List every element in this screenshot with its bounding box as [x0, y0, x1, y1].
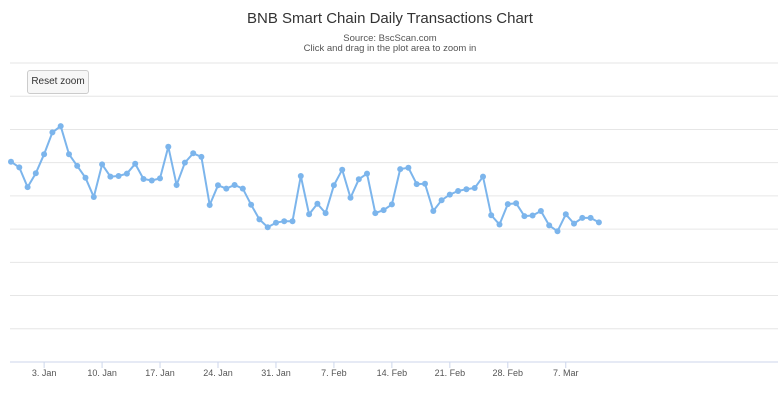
data-point[interactable] — [546, 222, 553, 229]
data-point[interactable] — [488, 212, 495, 219]
data-point[interactable] — [330, 182, 337, 189]
grid-lines — [10, 62, 778, 363]
data-point[interactable] — [422, 180, 428, 187]
data-point[interactable] — [8, 158, 14, 165]
data-point[interactable] — [264, 224, 271, 231]
data-point[interactable] — [32, 170, 39, 177]
data-point[interactable] — [306, 211, 313, 218]
data-point[interactable] — [49, 129, 56, 136]
data-point[interactable] — [579, 214, 586, 221]
data-point[interactable] — [115, 173, 122, 179]
data-point[interactable] — [554, 228, 561, 235]
data-point[interactable] — [24, 184, 31, 191]
data-point[interactable] — [339, 166, 346, 173]
data-point[interactable] — [314, 200, 321, 207]
x-tick-label: 31. Jan — [261, 368, 291, 378]
data-point[interactable] — [90, 194, 97, 200]
x-tick-label: 7. Feb — [321, 368, 347, 378]
data-point[interactable] — [281, 218, 288, 225]
x-tick-label: 24. Jan — [203, 368, 233, 378]
x-tick-label: 28. Feb — [493, 368, 524, 378]
data-point[interactable] — [430, 208, 437, 214]
data-point[interactable] — [74, 162, 81, 169]
data-point[interactable] — [297, 173, 304, 179]
data-point[interactable] — [215, 182, 221, 189]
data-point[interactable] — [413, 181, 420, 188]
data-point[interactable] — [496, 221, 503, 228]
data-point[interactable] — [455, 188, 462, 194]
data-point[interactable] — [471, 185, 478, 191]
data-point[interactable] — [438, 197, 445, 204]
data-point[interactable] — [41, 151, 48, 158]
data-point[interactable] — [397, 166, 404, 173]
x-tick-label: 14. Feb — [377, 368, 408, 378]
data-point[interactable] — [562, 211, 569, 218]
data-point[interactable] — [140, 176, 147, 182]
x-tick-label: 3. Jan — [32, 368, 57, 378]
chart-subtitle-hint: Click and drag in the plot area to zoom … — [303, 43, 477, 54]
data-point[interactable] — [571, 220, 577, 227]
data-point[interactable] — [355, 176, 362, 183]
data-point[interactable] — [372, 210, 379, 217]
reset-zoom-button[interactable]: Reset zoom — [27, 70, 89, 94]
data-point[interactable] — [529, 212, 536, 219]
data-point[interactable] — [99, 161, 106, 168]
data-point[interactable] — [405, 164, 412, 171]
data-point[interactable] — [289, 218, 296, 225]
data-point[interactable] — [132, 160, 139, 167]
x-tick-label: 7. Mar — [553, 368, 579, 378]
x-axis: 3. Jan 10. Jan 17. Jan 24. Jan 31. Jan 7. Feb… — [32, 362, 579, 378]
data-point[interactable] — [181, 159, 188, 166]
data-point[interactable] — [123, 170, 130, 177]
data-point[interactable] — [223, 185, 230, 192]
data-point[interactable] — [107, 173, 114, 180]
data-point[interactable] — [231, 182, 238, 188]
x-tick-label: 21. Feb — [435, 368, 466, 378]
data-point[interactable] — [206, 202, 213, 208]
data-point[interactable] — [322, 210, 329, 217]
data-point[interactable] — [587, 214, 594, 221]
chart-title: BNB Smart Chain Daily Transactions Chart — [247, 10, 533, 27]
x-tick-label: 10. Jan — [87, 368, 117, 378]
series-line — [10, 124, 600, 233]
data-point[interactable] — [173, 182, 180, 188]
x-tick-label: 17. Jan — [145, 368, 175, 378]
data-point[interactable] — [537, 208, 544, 214]
data-point[interactable] — [16, 164, 23, 171]
data-point[interactable] — [57, 123, 64, 130]
data-point[interactable] — [463, 186, 470, 193]
data-point[interactable] — [198, 153, 205, 160]
data-point[interactable] — [446, 191, 453, 198]
data-point[interactable] — [157, 175, 163, 182]
data-point[interactable] — [504, 201, 511, 208]
data-point[interactable] — [347, 194, 354, 201]
series-markers — [8, 123, 602, 235]
data-point[interactable] — [66, 151, 72, 158]
data-point[interactable] — [480, 173, 486, 180]
data-point[interactable] — [364, 170, 370, 177]
data-point[interactable] — [273, 219, 279, 226]
data-point[interactable] — [82, 174, 89, 181]
data-point[interactable] — [239, 185, 246, 192]
data-point[interactable] — [248, 201, 255, 208]
data-point[interactable] — [148, 177, 155, 184]
chart-subtitle-source: Source: BscScan.com — [343, 33, 437, 44]
data-point[interactable] — [388, 201, 395, 208]
data-point[interactable] — [513, 200, 520, 207]
data-point[interactable] — [595, 219, 602, 226]
data-point[interactable] — [380, 207, 387, 214]
data-point[interactable] — [165, 143, 172, 150]
data-point[interactable] — [521, 213, 528, 220]
data-point[interactable] — [190, 150, 197, 157]
data-point[interactable] — [256, 216, 263, 223]
